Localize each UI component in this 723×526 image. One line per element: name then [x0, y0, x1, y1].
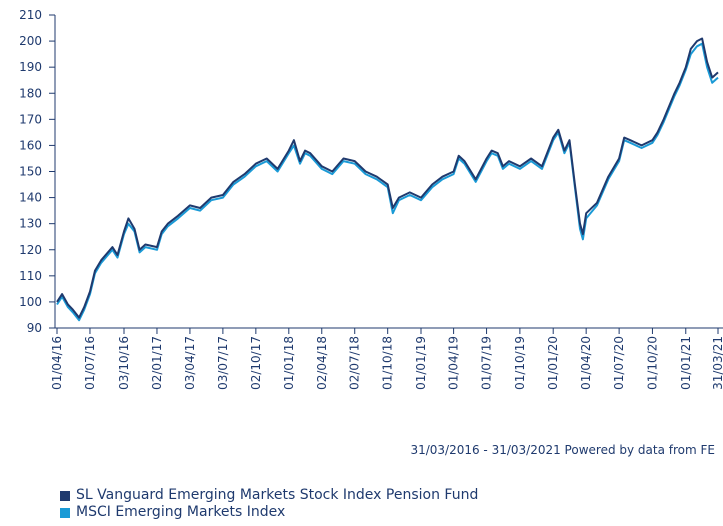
y-tick-label: 170	[19, 112, 42, 126]
y-tick-label: 150	[19, 165, 42, 179]
y-tick-label: 100	[19, 295, 42, 309]
y-tick-label: 110	[19, 269, 42, 283]
x-tick-label: 01/04/20	[579, 336, 593, 390]
x-tick-label: 01/01/18	[282, 336, 296, 390]
x-tick-label: 02/10/17	[249, 336, 263, 390]
legend-swatch	[60, 490, 70, 501]
y-tick-label: 180	[19, 86, 42, 100]
y-tick-label: 90	[27, 321, 42, 335]
x-tick-label: 03/07/17	[216, 336, 230, 390]
x-tick-label: 01/01/21	[679, 336, 693, 390]
x-tick-label: 02/04/18	[315, 336, 329, 390]
y-tick-label: 120	[19, 243, 42, 257]
x-tick-label: 01/10/20	[645, 336, 659, 390]
x-tick-label: 31/03/21	[711, 336, 723, 390]
y-tick-label: 190	[19, 60, 42, 74]
legend-label: SL Vanguard Emerging Markets Stock Index…	[76, 487, 479, 503]
legend-label: MSCI Emerging Markets Index	[76, 504, 286, 520]
x-tick-label: 02/07/18	[348, 336, 362, 390]
x-tick-label: 01/07/20	[612, 336, 626, 390]
y-tick-label: 130	[19, 217, 42, 231]
legend-item: MSCI Emerging Markets Index	[60, 504, 478, 521]
chart: 90 100 110 120 130 140 150 160 170 180 190 200 210 01…	[19, 8, 723, 390]
x-tick-label: 01/10/18	[381, 336, 395, 390]
x-tick-label: 01/10/19	[513, 336, 527, 390]
y-tick-label: 140	[19, 191, 42, 205]
x-tick-label: 01/04/19	[447, 336, 461, 390]
legend-swatch	[60, 507, 70, 518]
series-line	[56, 42, 719, 322]
footnote: 31/03/2016 - 31/03/2021 Powered by data …	[410, 443, 715, 457]
x-tick-label: 01/07/19	[480, 336, 494, 390]
legend-item: SL Vanguard Emerging Markets Stock Index…	[60, 487, 478, 504]
y-tick-label: 210	[19, 8, 42, 22]
y-tick-label: 200	[19, 34, 42, 48]
x-tick-label: 01/01/20	[546, 336, 560, 390]
x-tick-label: 03/10/16	[117, 336, 131, 390]
x-tick-label: 03/04/17	[183, 336, 197, 390]
plot	[56, 37, 719, 322]
x-tick-label: 01/07/16	[83, 336, 97, 390]
x-tick-label: 02/01/17	[150, 336, 164, 390]
legend: SL Vanguard Emerging Markets Stock Index…	[60, 487, 478, 521]
y-tick-label: 160	[19, 138, 42, 152]
x-tick-label: 01/04/16	[50, 336, 64, 390]
series-line	[56, 37, 719, 319]
x-tick-label: 01/01/19	[414, 336, 428, 390]
